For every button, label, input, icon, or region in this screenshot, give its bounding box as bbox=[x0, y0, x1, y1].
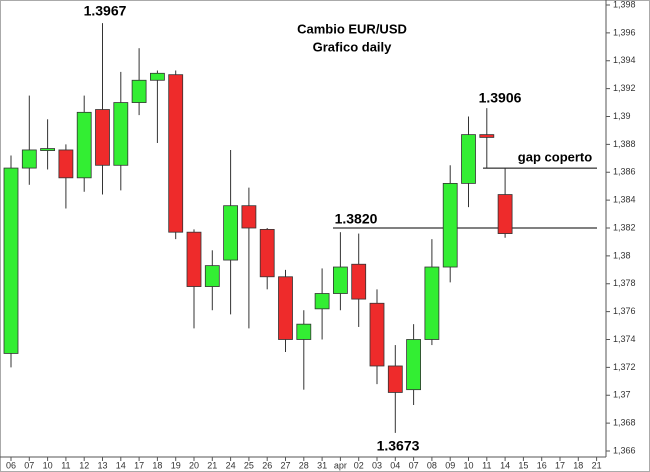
candle-body bbox=[369, 302, 385, 367]
y-tick-label: 1,372 bbox=[613, 362, 636, 372]
y-tick-label: 1,388 bbox=[613, 139, 636, 149]
candle-body bbox=[332, 266, 348, 294]
candle-body bbox=[259, 228, 275, 278]
annotation: gap coperto bbox=[518, 149, 592, 164]
x-tick-label: 14 bbox=[500, 460, 510, 470]
x-tick-label: 02 bbox=[354, 460, 364, 470]
y-tick-label: 1,396 bbox=[613, 27, 636, 37]
y-tick-label: 1,382 bbox=[613, 222, 636, 232]
candle-body bbox=[21, 149, 37, 169]
x-tick-label: 10 bbox=[463, 460, 473, 470]
x-tick-label: 31 bbox=[317, 460, 327, 470]
candle-body bbox=[424, 266, 440, 340]
candle-body bbox=[296, 323, 312, 340]
x-tick-label: 21 bbox=[592, 460, 602, 470]
x-tick-label: 12 bbox=[79, 460, 89, 470]
chart-title: Cambio EUR/USD bbox=[297, 21, 407, 36]
x-tick-label: 09 bbox=[445, 460, 455, 470]
x-tick-label: 13 bbox=[97, 460, 107, 470]
x-tick-label: 28 bbox=[299, 460, 309, 470]
x-tick-label: 19 bbox=[171, 460, 181, 470]
annotation: 1.3820 bbox=[335, 211, 378, 227]
candle-body bbox=[149, 72, 165, 81]
x-tick-label: 24 bbox=[226, 460, 236, 470]
x-tick-label: 18 bbox=[152, 460, 162, 470]
x-tick-label: 17 bbox=[555, 460, 565, 470]
x-tick-label: 11 bbox=[61, 460, 70, 470]
y-tick-label: 1,39 bbox=[613, 111, 631, 121]
y-tick-label: 1,374 bbox=[613, 334, 636, 344]
candle-body bbox=[387, 365, 403, 393]
x-tick-label: 14 bbox=[116, 460, 126, 470]
y-tick-label: 1,37 bbox=[613, 390, 631, 400]
x-tick-label: apr bbox=[334, 460, 347, 470]
candle-body bbox=[442, 182, 458, 268]
candle-body bbox=[461, 134, 476, 184]
x-tick-label: 07 bbox=[409, 460, 419, 470]
chart-subtitle: Grafico daily bbox=[313, 39, 393, 54]
x-tick-label: 16 bbox=[537, 460, 547, 470]
candle-body bbox=[58, 149, 74, 179]
x-tick-label: 15 bbox=[518, 460, 528, 470]
x-tick-label: 03 bbox=[372, 460, 382, 470]
y-tick-label: 1,366 bbox=[613, 445, 636, 455]
x-tick-label: 25 bbox=[244, 460, 254, 470]
candle-body bbox=[131, 79, 147, 103]
x-tick-label: 21 bbox=[207, 460, 217, 470]
y-tick-label: 1,38 bbox=[613, 250, 631, 260]
candle-body bbox=[351, 263, 367, 300]
y-tick-label: 1,392 bbox=[613, 83, 636, 93]
x-tick-label: 27 bbox=[280, 460, 290, 470]
x-tick-label: 08 bbox=[427, 460, 437, 470]
x-tick-label: 17 bbox=[134, 460, 144, 470]
x-tick-label: 06 bbox=[6, 460, 16, 470]
x-tick-label: 11 bbox=[482, 460, 491, 470]
candle-body bbox=[204, 265, 220, 287]
x-tick-label: 04 bbox=[390, 460, 400, 470]
candle-body bbox=[314, 293, 330, 310]
y-tick-label: 1,368 bbox=[613, 418, 636, 428]
candle-body bbox=[76, 111, 92, 179]
y-tick-label: 1,386 bbox=[613, 167, 636, 177]
candle-body bbox=[479, 134, 495, 138]
x-tick-label: 10 bbox=[43, 460, 53, 470]
candle-body bbox=[497, 194, 513, 234]
annotation: 1.3906 bbox=[479, 90, 522, 106]
x-tick-label: 26 bbox=[262, 460, 272, 470]
y-tick-label: 1,376 bbox=[613, 306, 636, 316]
annotation: 1.3967 bbox=[84, 3, 127, 19]
x-tick-label: 20 bbox=[189, 460, 199, 470]
candle-body bbox=[113, 102, 129, 166]
candle-body bbox=[278, 276, 293, 340]
candle-body bbox=[241, 205, 257, 229]
y-tick-label: 1,394 bbox=[613, 55, 636, 65]
candle-body bbox=[3, 167, 19, 354]
candle-body bbox=[406, 339, 422, 391]
candle-body bbox=[95, 109, 110, 166]
annotation: 1.3673 bbox=[377, 438, 420, 454]
y-tick-label: 1,398 bbox=[613, 0, 636, 9]
x-tick-label: 18 bbox=[573, 460, 583, 470]
y-tick-label: 1,384 bbox=[613, 195, 636, 205]
candle-body bbox=[168, 74, 184, 233]
y-tick-label: 1,378 bbox=[613, 278, 636, 288]
x-tick-label: 07 bbox=[24, 460, 34, 470]
candle-body bbox=[40, 148, 55, 151]
candle-body bbox=[186, 231, 202, 287]
candle-body bbox=[223, 205, 239, 261]
